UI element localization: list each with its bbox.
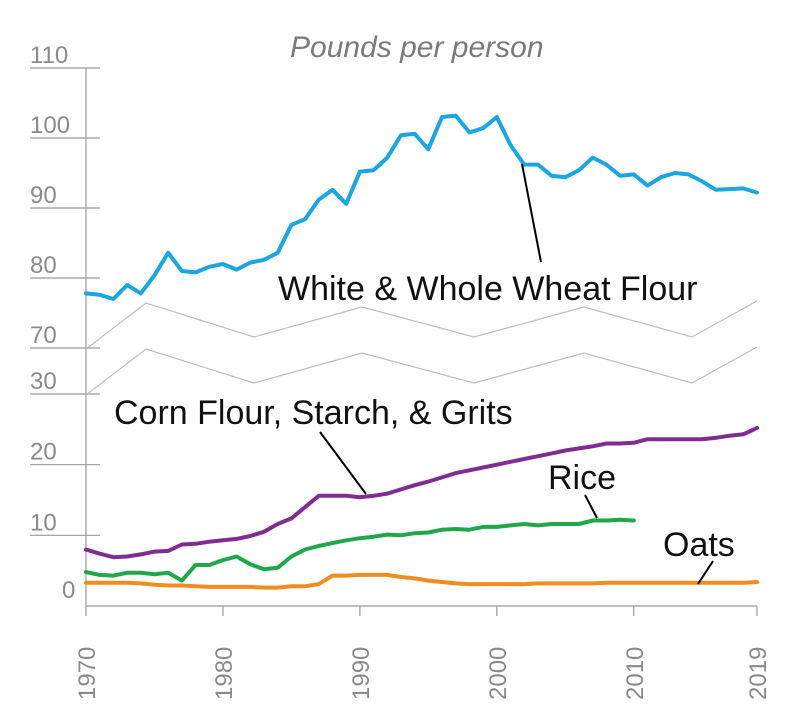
x-tick-label-1990: 1990 (348, 647, 375, 700)
corn-series-line (84, 425, 759, 560)
y-tick-label-20: 20 (30, 439, 57, 466)
x-tick-label-1970: 1970 (74, 647, 101, 700)
y-tick-label-110: 110 (30, 42, 68, 69)
y-tick-label-90: 90 (30, 182, 57, 209)
series-annotations: White & Whole Wheat Flour Corn Flour, St… (114, 163, 735, 585)
chart-title: Pounds per person (290, 31, 544, 64)
rice-label: Rice (548, 459, 616, 497)
rice-series-line (84, 517, 636, 583)
x-tick-labels: 1970 1980 1990 2000 2010 2019 (74, 647, 772, 700)
corn-label: Corn Flour, Starch, & Grits (114, 394, 513, 432)
rice-leader-line (584, 494, 598, 519)
oats-label: Oats (663, 526, 735, 564)
x-tick-label-2019: 2019 (745, 647, 772, 700)
corn-leader-line (319, 431, 367, 495)
y-tick-label-0: 0 (62, 577, 75, 604)
axis-break-lower (85, 346, 758, 396)
y-tick-label-100: 100 (30, 112, 70, 139)
axis-break-upper (85, 300, 758, 350)
x-tick-label-2000: 2000 (485, 647, 512, 700)
wheat-label: White & Whole Wheat Flour (278, 270, 697, 308)
wheat-series-line (84, 113, 759, 301)
oats-series-line (84, 572, 759, 590)
gridlines (30, 67, 758, 616)
oats-leader-line (697, 560, 714, 585)
y-tick-label-30: 30 (30, 368, 57, 395)
y-tick-label-10: 10 (30, 509, 57, 536)
y-tick-label-70: 70 (30, 322, 57, 349)
wheat-leader-line (521, 163, 542, 263)
series-lines (84, 113, 759, 590)
x-tick-label-2010: 2010 (622, 647, 649, 700)
y-tick-label-80: 80 (30, 252, 57, 279)
x-tick-label-1980: 1980 (211, 647, 238, 700)
axis-break-marks (85, 300, 758, 396)
